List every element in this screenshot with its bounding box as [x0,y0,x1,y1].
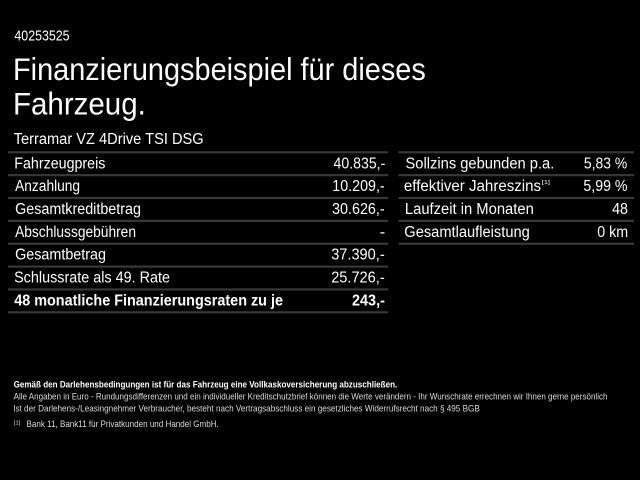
svg-text:30.626,-: 30.626,- [332,201,385,218]
svg-text:Fahrzeug.: Fahrzeug. [13,86,146,122]
svg-text:40253525: 40253525 [14,29,69,45]
svg-text:25.726,-: 25.726,- [331,270,385,287]
svg-text:Gemäß den Darlehensbedingungen: Gemäß den Darlehensbedingungen ist für d… [14,379,398,389]
svg-text:Gesamtlaufleistung: Gesamtlaufleistung [404,224,530,241]
svg-text:48: 48 [612,201,628,218]
svg-text:243,-: 243,- [352,292,385,309]
svg-text:Fahrzeugpreis: Fahrzeugpreis [14,155,105,172]
svg-text:Terramar VZ 4Drive TSI DSG: Terramar VZ 4Drive TSI DSG [14,131,204,148]
svg-text:[1]: [1] [14,421,21,427]
svg-text:Bank 11, Bank11 für Privatkund: Bank 11, Bank11 für Privatkunden und Han… [27,419,219,429]
svg-text:48 monatliche Finanzierungsrat: 48 monatliche Finanzierungsraten zu je [14,292,283,309]
svg-text:37.390,-: 37.390,- [331,247,385,264]
svg-text:0 km: 0 km [597,224,628,241]
svg-text:Anzahlung: Anzahlung [15,178,80,195]
svg-text:5,83 %: 5,83 % [584,155,627,172]
svg-text:10.209,-: 10.209,- [332,178,384,195]
svg-text:40.835,-: 40.835,- [334,155,386,172]
svg-text:Gesamtbetrag: Gesamtbetrag [15,247,106,264]
svg-text:-: - [380,224,386,241]
svg-text:Finanzierungsbeispiel für dies: Finanzierungsbeispiel für dieses [13,51,426,87]
svg-text:Schlussrate als 49. Rate: Schlussrate als 49. Rate [14,270,170,287]
svg-text:5,99 %: 5,99 % [583,178,627,195]
svg-text:Laufzeit in Monaten: Laufzeit in Monaten [405,201,534,218]
svg-text:Alle Angaben in Euro - Rundung: Alle Angaben in Euro - Rundungsdifferenz… [14,392,608,402]
svg-text:Sollzins gebunden p.a.: Sollzins gebunden p.a. [406,155,555,172]
svg-text:Ist der Darlehens-/Leasingnehm: Ist der Darlehens-/Leasingnehmer Verbrau… [13,404,480,414]
svg-text:Abschlussgebühren: Abschlussgebühren [15,224,136,241]
svg-text:[1]: [1] [542,180,551,186]
svg-text:Gesamtkreditbetrag: Gesamtkreditbetrag [15,201,141,218]
svg-text:effektiver Jahreszins: effektiver Jahreszins [404,178,541,195]
